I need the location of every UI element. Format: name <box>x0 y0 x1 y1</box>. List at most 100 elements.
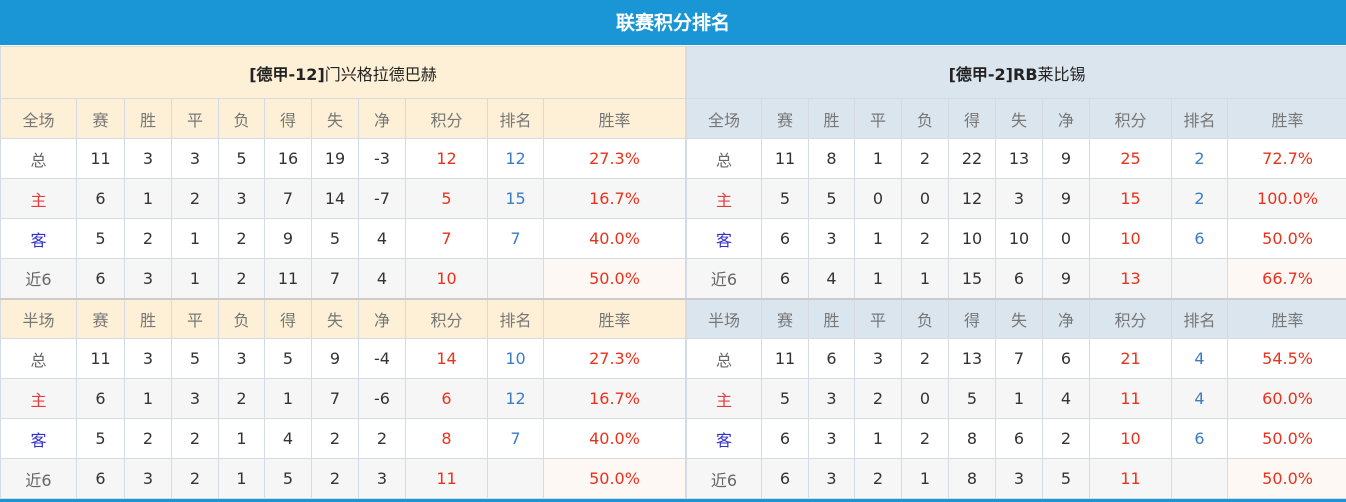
win-rate-cell: 40.0% <box>542 418 687 459</box>
stat-cell: -4 <box>358 338 406 379</box>
rank-cell: 2 <box>1171 178 1229 219</box>
row-label: 主 <box>686 378 763 419</box>
column-header: 净 <box>1042 297 1091 339</box>
stat-cell: 13 <box>948 338 997 379</box>
home-team-table: [德甲-12]门兴格拉德巴赫 全场赛胜平负得失净积分 排名 胜率总 11 3 3 5 16 19-… <box>0 46 687 499</box>
stat-cell: 4 <box>808 258 856 299</box>
stat-cell: 2 <box>358 418 406 459</box>
stat-cell: 6 <box>76 378 125 419</box>
table-row: 主 6 1 3 2 1 7 -6 6 12 16.7% <box>0 378 687 419</box>
win-rate-cell: 50.0% <box>1227 418 1346 459</box>
column-header: 胜 <box>808 297 856 339</box>
stat-cell: 3 <box>124 138 172 179</box>
stat-cell: 5 <box>311 218 359 259</box>
column-header: 全场 <box>0 98 77 139</box>
column-header: 得 <box>264 297 312 339</box>
row-label: 客 <box>686 418 763 459</box>
row-label: 总 <box>686 338 763 379</box>
column-header: 胜 <box>124 297 172 339</box>
column-header: 积分 <box>1089 98 1173 139</box>
stat-cell: 9 <box>264 218 312 259</box>
stat-cell: 2 <box>901 218 950 259</box>
stat-cell: -3 <box>358 138 406 179</box>
stat-cell: 5 <box>1042 458 1091 499</box>
stat-cell: 3 <box>218 338 265 379</box>
stat-cell: 1 <box>218 418 265 459</box>
stat-cell: 5 <box>761 178 810 219</box>
row-label: 客 <box>686 218 763 259</box>
row-label: 客 <box>0 418 77 459</box>
stat-cell: 1 <box>171 258 219 299</box>
row-label: 近6 <box>0 458 77 499</box>
row-label: 近6 <box>686 258 763 299</box>
stat-cell: 3 <box>995 458 1044 499</box>
stat-cell: 3 <box>124 338 172 379</box>
stat-cell: 6 <box>76 458 125 499</box>
points-cell: 10 <box>405 258 488 299</box>
column-header: 胜率 <box>1227 297 1346 339</box>
column-header: 赛 <box>76 297 125 339</box>
team-name-header: [德甲-12]门兴格拉德巴赫 <box>0 46 687 99</box>
stat-cell: 6 <box>1042 338 1091 379</box>
stat-cell: 2 <box>124 218 172 259</box>
stat-cell: 15 <box>948 258 997 299</box>
win-rate-cell: 66.7% <box>1227 258 1346 299</box>
win-rate-cell: 72.7% <box>1227 138 1346 179</box>
row-label: 总 <box>0 138 77 179</box>
win-rate-cell: 54.5% <box>1227 338 1346 379</box>
column-header: 排名 <box>487 98 544 139</box>
stat-cell: 2 <box>311 458 359 499</box>
stat-cell: 3 <box>124 258 172 299</box>
win-rate-cell: 60.0% <box>1227 378 1346 419</box>
points-cell: 10 <box>1089 218 1173 259</box>
stat-cell: 2 <box>901 338 950 379</box>
stat-cell: 2 <box>901 418 950 459</box>
column-header: 赛 <box>761 98 810 139</box>
stat-cell: 3 <box>124 458 172 499</box>
points-cell: 11 <box>1089 378 1173 419</box>
stat-cell: 6 <box>761 458 810 499</box>
away-team-table: [德甲-2]RB莱比锡 全场赛胜平负得失净积分 排名 胜率总 11 8 1 2 22 13 9 25 2… <box>686 46 1346 499</box>
stat-cell: 3 <box>171 138 219 179</box>
table-row: 总 11 3 5 3 5 9 -4 14 10 27.3% <box>0 338 687 379</box>
rank-cell: 6 <box>1171 218 1229 259</box>
column-header-row: 全场赛胜平负得失净积分 排名 胜率 <box>0 98 687 139</box>
win-rate-cell: 50.0% <box>542 458 687 499</box>
stat-cell: 3 <box>171 378 219 419</box>
stat-cell: 6 <box>761 418 810 459</box>
column-header: 胜 <box>124 98 172 139</box>
stat-cell: 11 <box>76 338 125 379</box>
column-header-row: 半场赛胜平负得失净积分 排名 胜率 <box>686 297 1346 339</box>
column-header: 排名 <box>1171 297 1229 339</box>
stat-cell: 3 <box>808 458 856 499</box>
stat-cell: 2 <box>171 178 219 219</box>
stat-cell: 14 <box>311 178 359 219</box>
rank-cell <box>487 258 544 299</box>
stat-cell: 10 <box>948 218 997 259</box>
column-header: 平 <box>854 297 903 339</box>
win-rate-cell: 100.0% <box>1227 178 1346 219</box>
rank-cell: 6 <box>1171 418 1229 459</box>
column-header: 得 <box>948 98 997 139</box>
stat-cell: 2 <box>311 418 359 459</box>
column-header: 全场 <box>686 98 763 139</box>
table-row: 主 5 3 2 0 5 1 4 11 4 60.0% <box>686 378 1346 419</box>
win-rate-cell: 50.0% <box>1227 458 1346 499</box>
team-name-prefix: RB <box>1013 64 1038 84</box>
stat-cell: 0 <box>854 178 903 219</box>
stat-cell: 11 <box>76 138 125 179</box>
stat-cell: 5 <box>218 138 265 179</box>
stat-cell: 5 <box>264 338 312 379</box>
column-header: 失 <box>995 297 1044 339</box>
row-label: 近6 <box>686 458 763 499</box>
stat-cell: 3 <box>358 458 406 499</box>
stat-cell: 6 <box>761 218 810 259</box>
stat-cell: 9 <box>1042 258 1091 299</box>
row-label: 主 <box>0 378 77 419</box>
stat-cell: 1 <box>854 218 903 259</box>
win-rate-cell: 16.7% <box>542 378 687 419</box>
stat-cell: 4 <box>358 218 406 259</box>
stat-cell: 7 <box>995 338 1044 379</box>
table-row: 近6 6 4 1 1 15 6 9 13 66.7% <box>686 258 1346 299</box>
points-cell: 15 <box>1089 178 1173 219</box>
